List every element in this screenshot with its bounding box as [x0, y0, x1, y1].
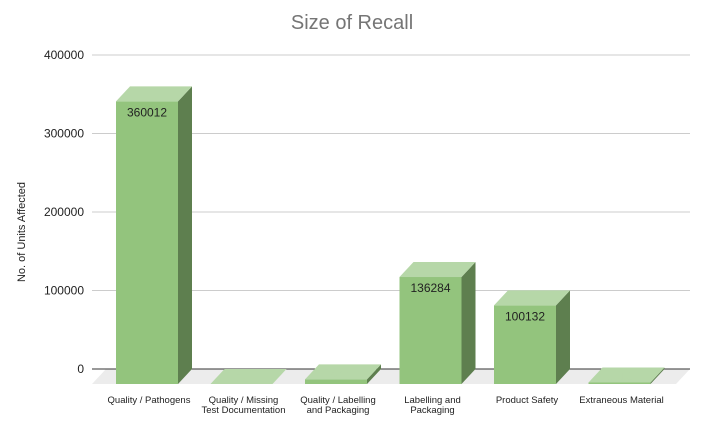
category-label: Product Safety: [496, 395, 559, 406]
category-label-line: Packaging: [410, 405, 454, 416]
category-label: Labelling and Packaging: [404, 395, 461, 416]
y-tick-label: 400000: [44, 48, 84, 62]
data-label: 100132: [505, 309, 545, 323]
category-label-line: and Packaging: [307, 405, 370, 416]
bar-top: [116, 86, 192, 102]
bar: [494, 290, 570, 384]
category-label-line: Labelling and: [404, 395, 461, 406]
data-label: 1912: [606, 369, 633, 383]
bar-front: [494, 305, 556, 384]
y-tick-label: 100000: [44, 284, 84, 298]
data-label: 5883: [323, 366, 350, 380]
bar: [588, 367, 665, 384]
bar-front: [305, 379, 367, 384]
bar-side: [650, 367, 665, 384]
bar-side: [556, 290, 570, 384]
gridlines: [92, 54, 690, 370]
bar-top: [494, 290, 570, 306]
y-tick-label: 0: [77, 362, 84, 376]
bar-front: [399, 277, 462, 384]
bar-side: [461, 262, 476, 384]
category-label-line: Quality / Missing: [209, 395, 279, 406]
bar-front: [588, 382, 651, 384]
bar-top: [305, 364, 381, 380]
data-label: 52: [235, 371, 249, 385]
category-label-line: Quality / Pathogens: [108, 395, 191, 406]
category-label-line: Test Documentation: [202, 405, 286, 416]
bar-side: [272, 368, 287, 384]
bar-top: [210, 368, 287, 384]
category-label: Quality / Pathogens: [108, 395, 191, 406]
bar-side: [178, 86, 192, 385]
y-axis-ticks: 0 100000 200000 300000 400000: [44, 48, 84, 376]
bar: [305, 364, 381, 384]
bar: [210, 368, 287, 384]
bar-top: [588, 367, 665, 383]
chart-title: Size of Recall: [291, 12, 413, 34]
bar: [116, 86, 192, 385]
data-label: 136284: [410, 281, 450, 295]
bar-top: [399, 262, 476, 278]
category-label: Quality / Missing Test Documentation: [202, 395, 286, 416]
bars: [116, 86, 665, 385]
y-axis-label: No. of Units Affected: [16, 182, 28, 282]
bar: [399, 262, 476, 384]
data-labels: 360012 52 5883 136284 100132 1912: [127, 105, 633, 385]
y-tick-label: 300000: [44, 127, 84, 141]
category-labels: Quality / Pathogens Quality / Missing Test…: [108, 395, 664, 416]
bar-front: [116, 101, 178, 385]
data-label: 360012: [127, 105, 167, 119]
category-label: Extraneous Material: [579, 395, 663, 406]
bar-side: [367, 364, 381, 384]
category-label: Quality / Labelling and Packaging: [300, 395, 376, 416]
y-tick-label: 200000: [44, 205, 84, 219]
category-label-line: Quality / Labelling: [300, 395, 376, 406]
category-label-line: Extraneous Material: [579, 395, 663, 406]
category-label-line: Product Safety: [496, 395, 559, 406]
